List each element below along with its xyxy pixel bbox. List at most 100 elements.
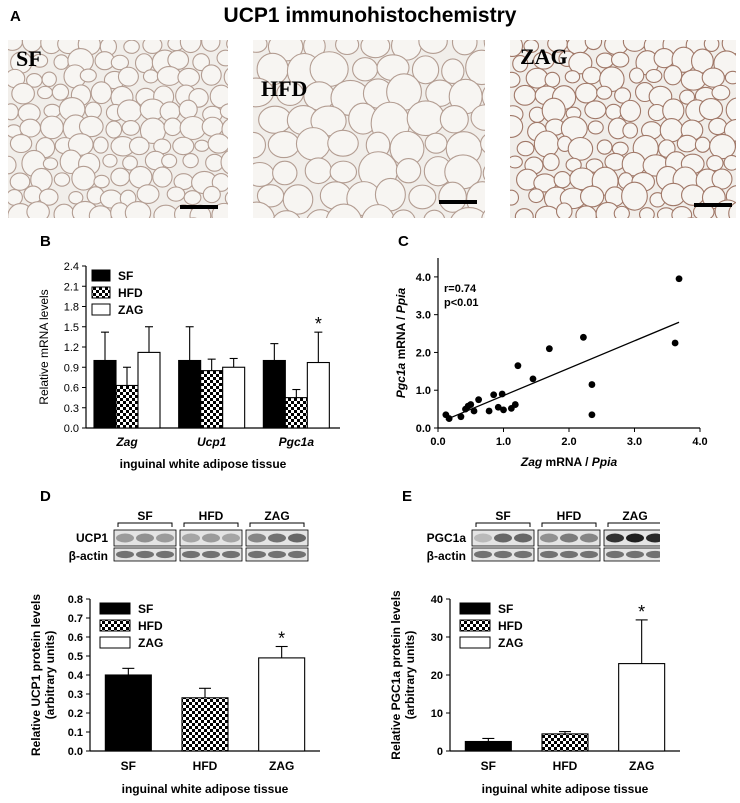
protein-band bbox=[494, 533, 512, 543]
data-point bbox=[500, 406, 507, 414]
adipocyte-cell bbox=[542, 153, 560, 171]
protein-band bbox=[182, 550, 200, 559]
bar bbox=[464, 740, 512, 752]
adipocyte-cell bbox=[31, 53, 49, 68]
chart-b: 0.0 0.3 0.6 0.9 1.2 1.5 1.8 2.1 2.4 Relative mRNA… bbox=[37, 261, 340, 471]
adipocyte-cell bbox=[575, 82, 598, 104]
adipocyte-cell bbox=[584, 100, 607, 120]
blot-group-label: HFD bbox=[557, 509, 582, 523]
x-tick-label: 2.0 bbox=[561, 436, 576, 448]
x-tick-label: Zag bbox=[115, 435, 138, 449]
protein-band bbox=[156, 533, 174, 543]
y-axis-label: Relative PGC1a protein levels bbox=[389, 590, 403, 760]
adipocyte-cell bbox=[564, 70, 581, 84]
adipocyte-cell bbox=[71, 165, 96, 191]
adipocyte-cell bbox=[43, 103, 61, 119]
adipocyte-texture bbox=[8, 40, 228, 218]
data-point bbox=[494, 403, 502, 411]
group-bracket bbox=[249, 522, 305, 527]
protein-band bbox=[626, 533, 644, 543]
protein-band bbox=[540, 550, 558, 559]
adipocyte-cell bbox=[450, 206, 485, 218]
adipocyte-cell bbox=[706, 155, 724, 172]
bar bbox=[222, 366, 246, 429]
adipocyte-cell bbox=[352, 57, 379, 82]
adipocyte-cell bbox=[41, 71, 57, 88]
x-axis-label: inguinal white adipose tissue bbox=[482, 782, 649, 796]
adipocyte-cell bbox=[581, 66, 602, 85]
adipocyte-cell bbox=[676, 134, 698, 153]
adipocyte-cell bbox=[701, 67, 725, 88]
adipocyte-cell bbox=[221, 118, 228, 140]
scale-bar bbox=[180, 205, 218, 209]
y-tick-label: 0.3 bbox=[64, 403, 79, 415]
adipocyte-cell bbox=[142, 69, 159, 84]
protein-band bbox=[202, 550, 220, 559]
legend-label: SF bbox=[138, 602, 153, 616]
panel-letter-d: D bbox=[40, 488, 51, 505]
protein-band bbox=[580, 533, 598, 543]
adipocyte-cell bbox=[282, 184, 314, 215]
adipocyte-cell bbox=[482, 166, 485, 181]
group-bracket bbox=[541, 522, 597, 527]
data-point bbox=[671, 339, 679, 347]
stat-label: r=0.74 bbox=[444, 283, 477, 295]
blot-row-label: PGC1a bbox=[427, 531, 467, 545]
adipocyte-cell bbox=[408, 184, 437, 210]
data-point bbox=[511, 401, 519, 408]
adipocyte-cell bbox=[122, 155, 138, 171]
adipocyte-cell bbox=[724, 70, 736, 85]
x-axis-label: Zag mRNA / Ppia bbox=[520, 455, 618, 469]
protein-band bbox=[268, 533, 286, 543]
adipocyte-cell bbox=[528, 188, 545, 204]
y-tick-label: 30 bbox=[431, 632, 443, 644]
y-tick-label: 0.2 bbox=[68, 708, 83, 720]
y-tick-label: 1.2 bbox=[64, 342, 79, 354]
adipocyte-cell bbox=[596, 85, 613, 100]
bar bbox=[137, 351, 161, 429]
adipocyte-cell bbox=[37, 85, 54, 100]
data-point bbox=[475, 396, 483, 404]
adipocyte-cell bbox=[110, 54, 130, 71]
adipocyte-cell bbox=[202, 185, 221, 204]
stat-label: p<0.01 bbox=[444, 297, 479, 309]
protein-band bbox=[116, 550, 134, 559]
data-point bbox=[514, 362, 522, 370]
adipocyte-cell bbox=[9, 133, 33, 154]
figure-title: UCP1 immunohistochemistry bbox=[223, 4, 517, 27]
adipocyte-cell bbox=[219, 103, 228, 120]
adipocyte-cell bbox=[711, 84, 731, 101]
adipocyte-cell bbox=[703, 40, 720, 52]
protein-band bbox=[136, 533, 154, 543]
y-tick-label: 0.0 bbox=[68, 746, 83, 758]
adipocyte-cell bbox=[253, 161, 275, 187]
adipocyte-cell bbox=[152, 166, 173, 188]
significance-marker: * bbox=[638, 602, 645, 622]
adipocyte-cell bbox=[438, 181, 467, 213]
adipocyte-cell bbox=[177, 67, 200, 87]
bar bbox=[181, 697, 229, 752]
legend-label: SF bbox=[118, 269, 133, 283]
adipocyte-cell bbox=[220, 150, 228, 175]
adipocyte-cell bbox=[480, 134, 485, 153]
blot-group-label: ZAG bbox=[264, 509, 289, 523]
adipocyte-cell bbox=[9, 172, 31, 191]
protein-band bbox=[182, 533, 200, 543]
legend-swatch bbox=[459, 636, 491, 649]
group-bracket bbox=[183, 522, 239, 527]
adipocyte-cell bbox=[584, 40, 603, 51]
adipocyte-cell bbox=[53, 172, 71, 187]
x-tick-label: 3.0 bbox=[627, 436, 642, 448]
panel-letter-a: A bbox=[10, 8, 21, 25]
chart-e: 0 10 20 30 40 SF HFD ZAG * SF HFD ZAG Relative PGC1a… bbox=[389, 590, 680, 796]
bar bbox=[306, 361, 330, 429]
protein-band bbox=[560, 533, 578, 543]
data-point bbox=[485, 407, 493, 415]
adipocyte-cell bbox=[465, 49, 485, 86]
bar bbox=[618, 663, 666, 752]
protein-band bbox=[202, 533, 220, 543]
western-blot-e: SF HFD ZAG PGC1a β-actin bbox=[427, 509, 660, 563]
adipocyte-cell bbox=[53, 203, 75, 218]
protein-band bbox=[494, 550, 512, 559]
adipocyte-cell bbox=[360, 40, 391, 59]
